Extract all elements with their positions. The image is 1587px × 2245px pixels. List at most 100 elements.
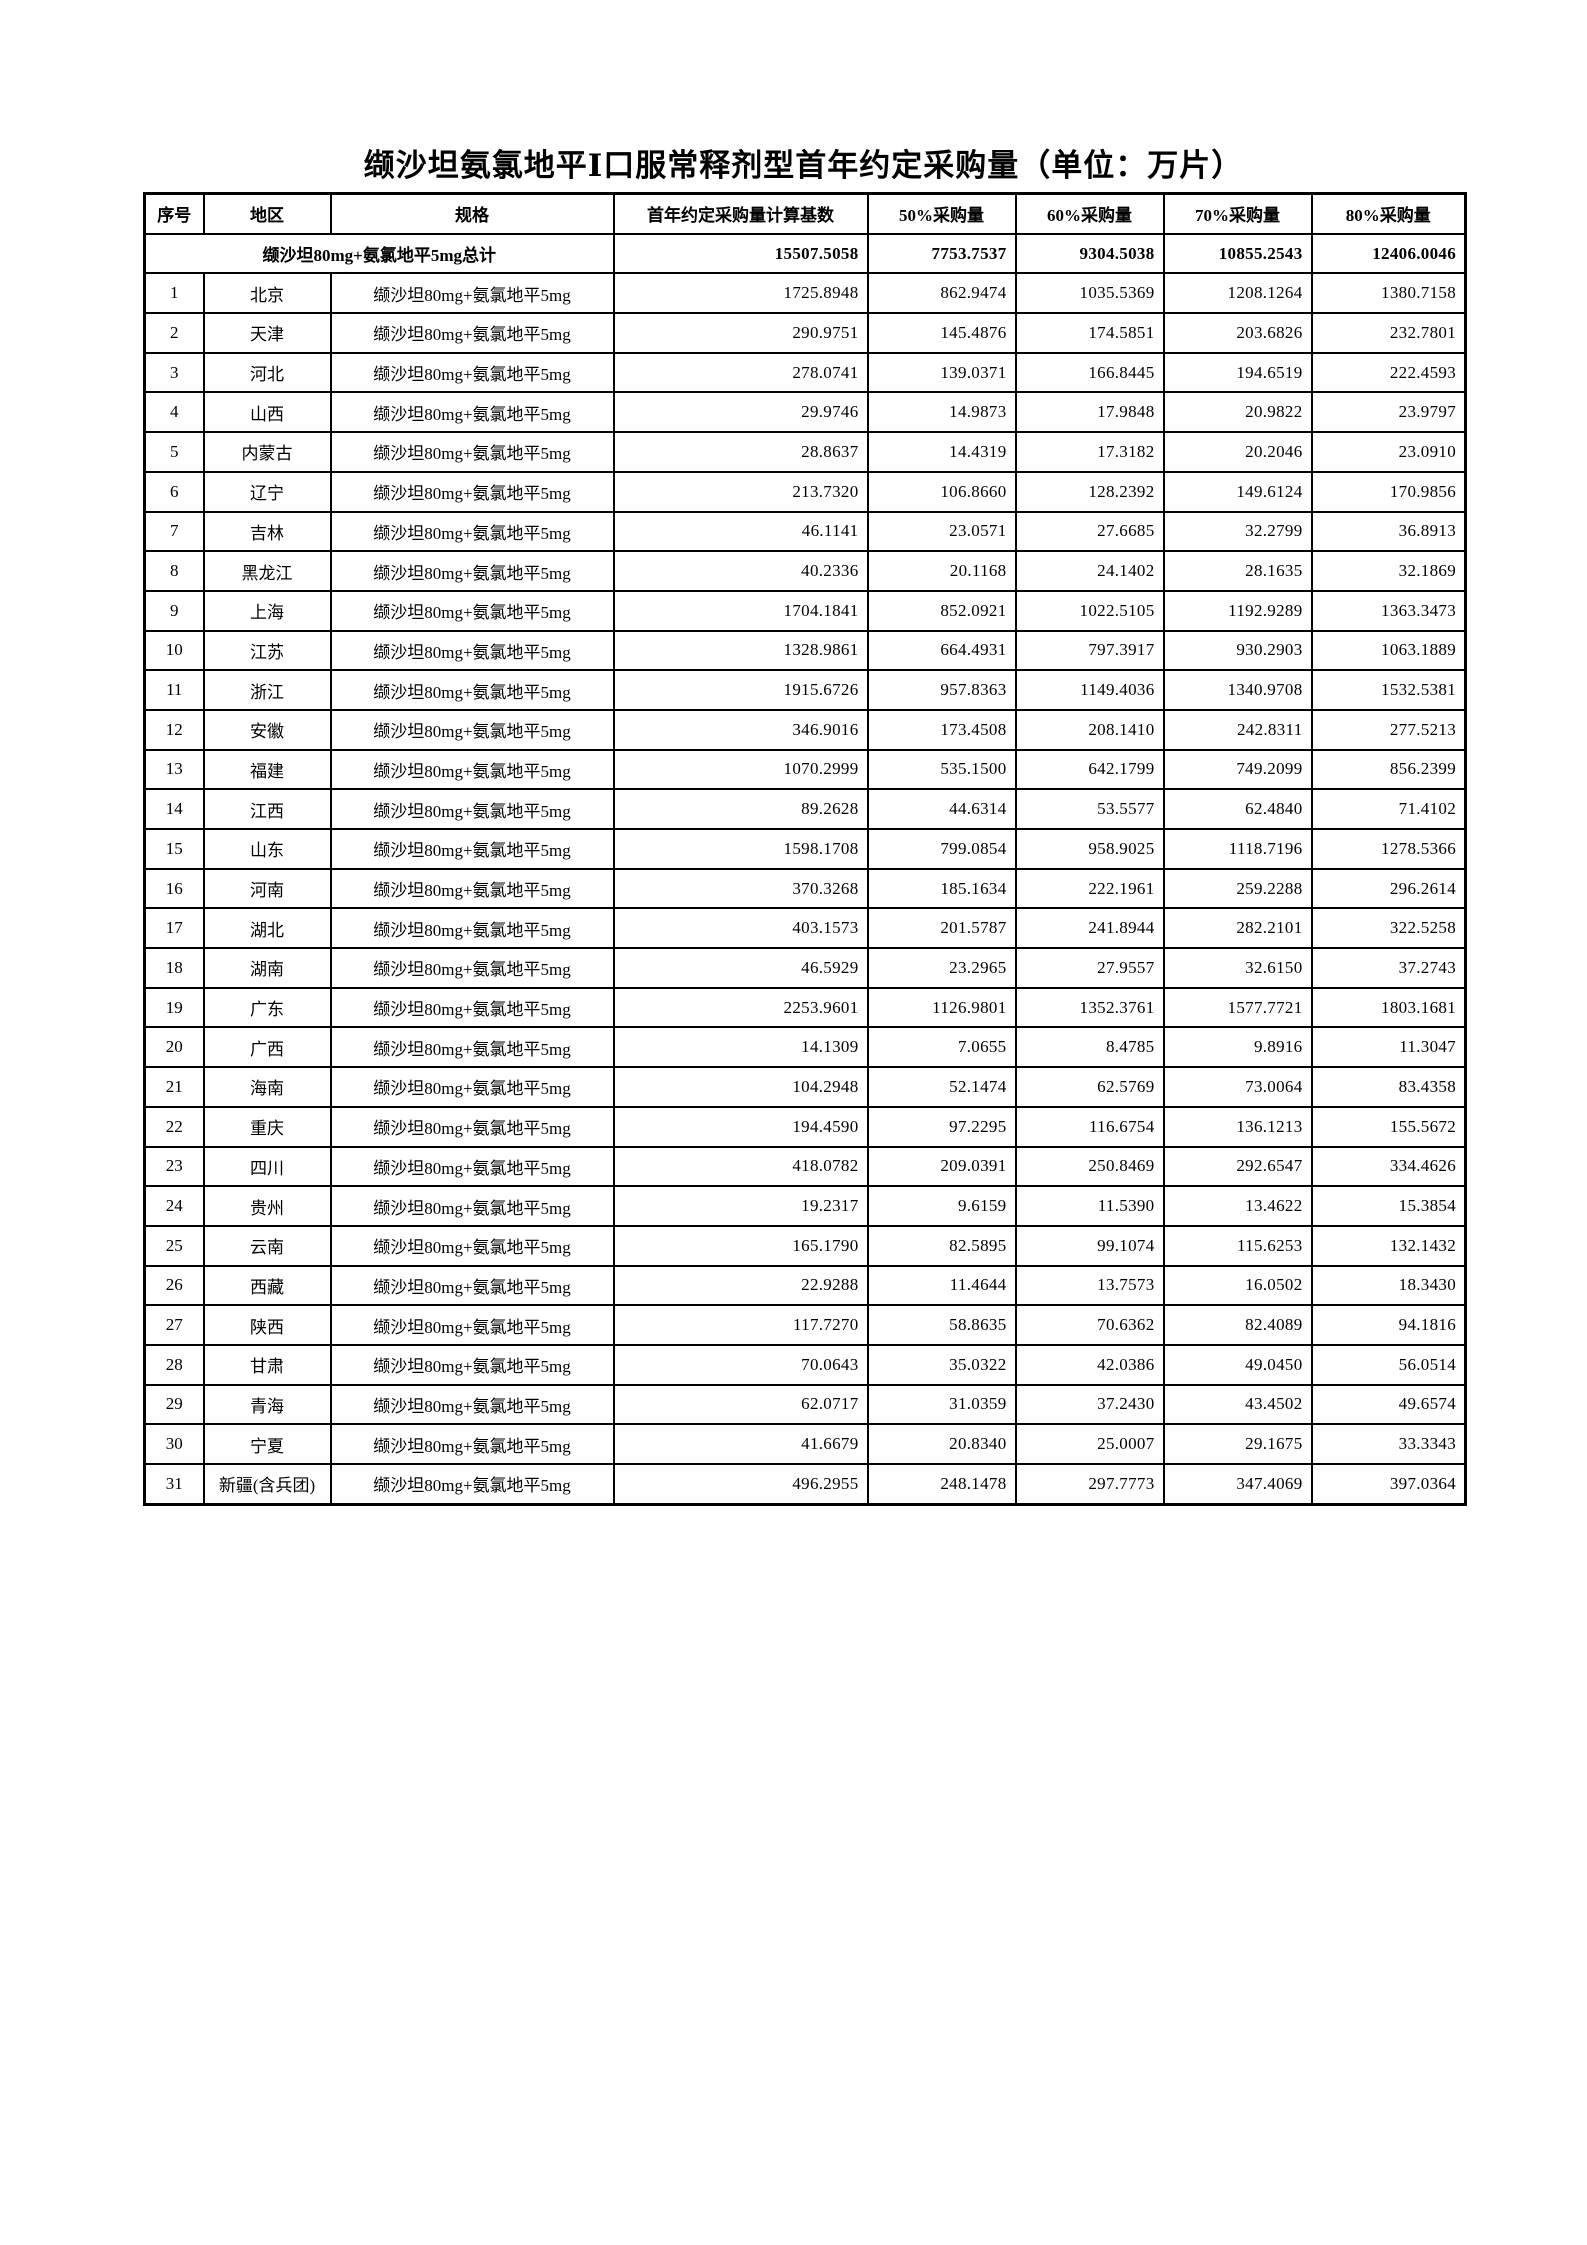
value-cell: 185.1634 xyxy=(866,867,1017,910)
value-cell: 136.1213 xyxy=(1162,1105,1313,1148)
region-cell: 河南 xyxy=(202,867,332,910)
region-cell: 辽宁 xyxy=(202,470,332,513)
value-cell: 104.2948 xyxy=(612,1066,869,1108)
value-cell: 23.9797 xyxy=(1310,391,1467,434)
spec-cell: 缬沙坦80mg+氨氯地平5mg xyxy=(329,669,615,711)
table-row: 10 江苏 缬沙坦80mg+氨氯地平5mg 1328.9861 664.4931 797.… xyxy=(143,629,1467,672)
spec-cell: 缬沙坦80mg+氨氯地平5mg xyxy=(329,1105,615,1148)
value-cell: 14.1309 xyxy=(612,1026,869,1069)
value-cell: 99.1074 xyxy=(1014,1224,1165,1267)
value-cell: 58.8635 xyxy=(866,1304,1017,1346)
value-cell: 13.4622 xyxy=(1162,1185,1313,1227)
value-cell: 9.6159 xyxy=(866,1185,1017,1227)
value-cell: 1192.9289 xyxy=(1162,589,1313,632)
spec-cell: 缬沙坦80mg+氨氯地平5mg xyxy=(329,867,615,910)
value-cell: 115.6253 xyxy=(1162,1224,1313,1267)
value-cell: 46.5929 xyxy=(612,947,869,989)
value-cell: 23.0571 xyxy=(866,510,1017,553)
value-cell: 1035.5369 xyxy=(1014,272,1165,315)
table-row: 24 贵州 缬沙坦80mg+氨氯地平5mg 19.2317 9.6159 11.5390 1… xyxy=(143,1185,1467,1227)
row-index-cell: 25 xyxy=(143,1224,205,1267)
row-index-cell: 9 xyxy=(143,589,205,632)
spec-cell: 缬沙坦80mg+氨氯地平5mg xyxy=(329,391,615,434)
spec-cell: 缬沙坦80mg+氨氯地平5mg xyxy=(329,828,615,870)
value-cell: 1022.5105 xyxy=(1014,589,1165,632)
row-index-cell: 2 xyxy=(143,312,205,354)
value-cell: 1577.7721 xyxy=(1162,986,1313,1029)
value-cell: 174.5851 xyxy=(1014,312,1165,354)
value-cell: 278.0741 xyxy=(612,351,869,394)
region-cell: 安徽 xyxy=(202,708,332,751)
table-row: 27 陕西 缬沙坦80mg+氨氯地平5mg 117.7270 58.8635 70.636… xyxy=(143,1304,1467,1346)
spec-cell: 缬沙坦80mg+氨氯地平5mg xyxy=(329,748,615,791)
region-cell: 山西 xyxy=(202,391,332,434)
region-cell: 青海 xyxy=(202,1383,332,1426)
row-index-cell: 5 xyxy=(143,431,205,473)
value-cell: 222.4593 xyxy=(1310,351,1467,394)
region-cell: 河北 xyxy=(202,351,332,394)
table-row: 2 天津 缬沙坦80mg+氨氯地平5mg 290.9751 145.4876 174.58… xyxy=(143,312,1467,354)
region-cell: 福建 xyxy=(202,748,332,791)
value-cell: 930.2903 xyxy=(1162,629,1313,672)
row-index-cell: 14 xyxy=(143,788,205,830)
value-cell: 277.5213 xyxy=(1310,708,1467,751)
spec-cell: 缬沙坦80mg+氨氯地平5mg xyxy=(329,1304,615,1346)
table-row: 17 湖北 缬沙坦80mg+氨氯地平5mg 403.1573 201.5787 241.8… xyxy=(143,907,1467,950)
value-cell: 46.1141 xyxy=(612,510,869,553)
value-cell: 89.2628 xyxy=(612,788,869,830)
spec-cell: 缬沙坦80mg+氨氯地平5mg xyxy=(329,550,615,592)
value-cell: 32.6150 xyxy=(1162,947,1313,989)
value-cell: 194.6519 xyxy=(1162,351,1313,394)
table-row: 3 河北 缬沙坦80mg+氨氯地平5mg 278.0741 139.0371 166.84… xyxy=(143,351,1467,394)
value-cell: 128.2392 xyxy=(1014,470,1165,513)
table-row: 11 浙江 缬沙坦80mg+氨氯地平5mg 1915.6726 957.8363 1149… xyxy=(143,669,1467,711)
table-row: 22 重庆 缬沙坦80mg+氨氯地平5mg 194.4590 97.2295 116.67… xyxy=(143,1105,1467,1148)
row-index-cell: 24 xyxy=(143,1185,205,1227)
value-cell: 248.1478 xyxy=(866,1462,1017,1506)
spec-cell: 缬沙坦80mg+氨氯地平5mg xyxy=(329,1423,615,1465)
region-cell: 重庆 xyxy=(202,1105,332,1148)
value-cell: 9.8916 xyxy=(1162,1026,1313,1069)
value-cell: 957.8363 xyxy=(866,669,1017,711)
value-cell: 403.1573 xyxy=(612,907,869,950)
region-cell: 吉林 xyxy=(202,510,332,553)
spec-cell: 缬沙坦80mg+氨氯地平5mg xyxy=(329,1343,615,1386)
spec-cell: 缬沙坦80mg+氨氯地平5mg xyxy=(329,1264,615,1307)
value-cell: 18.3430 xyxy=(1310,1264,1467,1307)
value-cell: 94.1816 xyxy=(1310,1304,1467,1346)
value-cell: 7.0655 xyxy=(866,1026,1017,1069)
value-cell: 13.7573 xyxy=(1014,1264,1165,1307)
value-cell: 62.4840 xyxy=(1162,788,1313,830)
value-cell: 1352.3761 xyxy=(1014,986,1165,1029)
row-index-cell: 6 xyxy=(143,470,205,513)
table-row: 31 新疆(含兵团) 缬沙坦80mg+氨氯地平5mg 496.2955 248.1478… xyxy=(143,1462,1467,1506)
value-cell: 43.4502 xyxy=(1162,1383,1313,1426)
value-cell: 82.5895 xyxy=(866,1224,1017,1267)
value-cell: 201.5787 xyxy=(866,907,1017,950)
value-cell: 41.6679 xyxy=(612,1423,869,1465)
value-cell: 1803.1681 xyxy=(1310,986,1467,1029)
value-cell: 70.6362 xyxy=(1014,1304,1165,1346)
table-row: 12 安徽 缬沙坦80mg+氨氯地平5mg 346.9016 173.4508 208.1… xyxy=(143,708,1467,751)
value-cell: 535.1500 xyxy=(866,748,1017,791)
value-cell: 496.2955 xyxy=(612,1462,869,1506)
value-cell: 418.0782 xyxy=(612,1145,869,1188)
value-cell: 28.1635 xyxy=(1162,550,1313,592)
value-cell: 17.3182 xyxy=(1014,431,1165,473)
region-cell: 北京 xyxy=(202,272,332,315)
value-cell: 11.4644 xyxy=(866,1264,1017,1307)
value-cell: 20.2046 xyxy=(1162,431,1313,473)
total-value-cell: 12406.0046 xyxy=(1310,232,1467,275)
table-row: 1 北京 缬沙坦80mg+氨氯地平5mg 1725.8948 862.9474 1035.… xyxy=(143,272,1467,315)
value-cell: 1532.5381 xyxy=(1310,669,1467,711)
value-cell: 33.3343 xyxy=(1310,1423,1467,1465)
spec-cell: 缬沙坦80mg+氨氯地平5mg xyxy=(329,788,615,830)
value-cell: 1118.7196 xyxy=(1162,828,1313,870)
value-cell: 203.6826 xyxy=(1162,312,1313,354)
total-value-cell: 9304.5038 xyxy=(1014,232,1165,275)
region-cell: 云南 xyxy=(202,1224,332,1267)
value-cell: 20.1168 xyxy=(866,550,1017,592)
value-cell: 24.1402 xyxy=(1014,550,1165,592)
row-index-cell: 13 xyxy=(143,748,205,791)
value-cell: 1149.4036 xyxy=(1014,669,1165,711)
